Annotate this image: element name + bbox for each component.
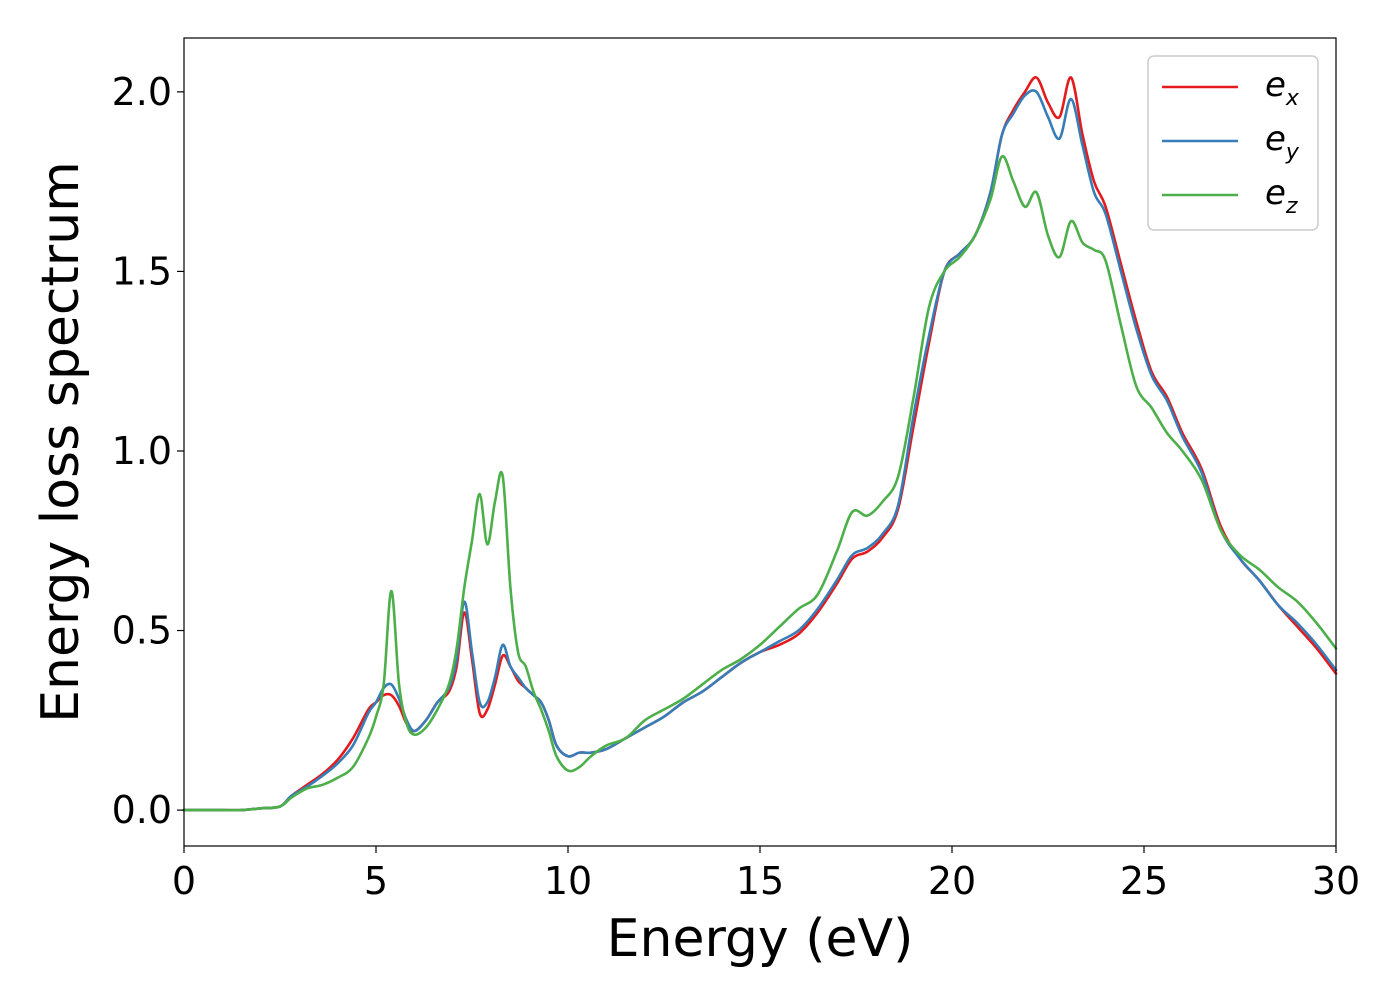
legend-label-base: e <box>1265 65 1286 105</box>
legend-label-y: ey <box>1265 119 1300 165</box>
series-line-z <box>182 155 1338 812</box>
x-axis-title: Energy (eV) <box>607 909 914 969</box>
legend-frame <box>1147 55 1319 231</box>
legend-label-z: ez <box>1265 173 1298 219</box>
x-tick-label: 30 <box>1312 859 1360 903</box>
y-axis-title: Energy loss spectrum <box>31 161 91 723</box>
legend-label-x: ex <box>1265 65 1300 111</box>
x-tick-label: 15 <box>736 859 784 903</box>
y-tick-label: 1.0 <box>112 429 172 473</box>
plot-area <box>184 38 1336 846</box>
series-line-y <box>182 89 1338 812</box>
legend-label-subscript: y <box>1285 140 1300 165</box>
series-layer <box>182 76 1338 812</box>
y-tick-label: 2.0 <box>112 70 172 114</box>
legend-label-subscript: x <box>1285 86 1300 111</box>
legend-label-subscript: z <box>1285 194 1298 219</box>
legend-label-base: e <box>1265 119 1286 159</box>
y-tick-label: 0.0 <box>112 788 172 832</box>
x-tick-label: 5 <box>364 859 388 903</box>
y-axis: 0.0 0.5 1.0 1.5 2.0 <box>112 70 184 832</box>
x-tick-label: 25 <box>1120 859 1168 903</box>
x-tick-label: 10 <box>544 859 592 903</box>
y-tick-label: 0.5 <box>112 609 172 653</box>
y-tick-label: 1.5 <box>112 249 172 293</box>
legend-label-base: e <box>1265 173 1286 213</box>
x-tick-label: 20 <box>928 859 976 903</box>
x-axis: 0 5 10 15 20 25 30 <box>172 846 1360 903</box>
x-tick-label: 0 <box>172 859 196 903</box>
